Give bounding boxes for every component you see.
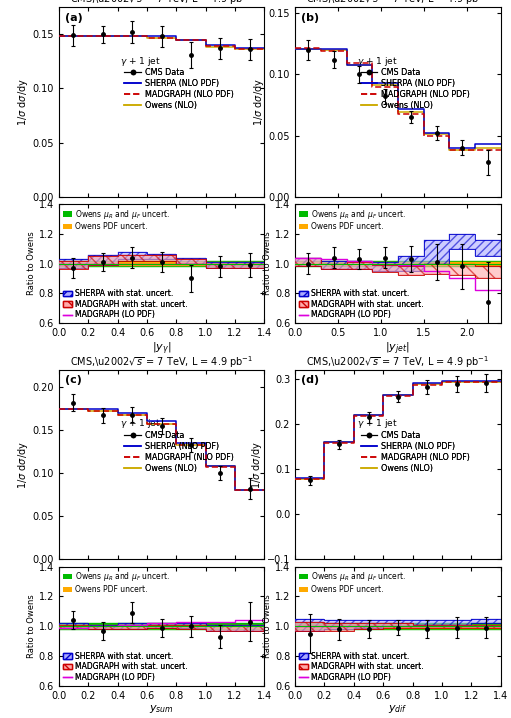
Bar	[295, 625, 501, 628]
Legend: CMS Data, SHERPA (NLO PDF), MADGRAPH (NLO PDF), Owens (NLO): CMS Data, SHERPA (NLO PDF), MADGRAPH (NL…	[361, 431, 470, 472]
Text: (a): (a)	[65, 13, 83, 23]
Legend: SHERPA with stat. uncert., MADGRAPH with stat. uncert., MADGRAPH (LO PDF): SHERPA with stat. uncert., MADGRAPH with…	[62, 289, 188, 320]
Y-axis label: Ratio to Owens: Ratio to Owens	[263, 232, 272, 295]
Legend: CMS Data, SHERPA (NLO PDF), MADGRAPH (NLO PDF), Owens (NLO): CMS Data, SHERPA (NLO PDF), MADGRAPH (NL…	[361, 68, 470, 110]
Bar	[295, 623, 501, 629]
Title: CMS,\u2002$\sqrt{s}$ = 7 TeV, L = 4.9 pb$^{-1}$: CMS,\u2002$\sqrt{s}$ = 7 TeV, L = 4.9 pb…	[70, 0, 253, 7]
Y-axis label: Ratio to Owens: Ratio to Owens	[27, 595, 36, 658]
Text: (d): (d)	[301, 376, 319, 386]
Y-axis label: Ratio to Owens: Ratio to Owens	[27, 232, 36, 295]
Text: (b): (b)	[301, 13, 319, 23]
Title: CMS,\u2002$\sqrt{s}$ = 7 TeV, L = 4.9 pb$^{-1}$: CMS,\u2002$\sqrt{s}$ = 7 TeV, L = 4.9 pb…	[70, 354, 253, 370]
Text: $\gamma$ + 1 jet: $\gamma$ + 1 jet	[357, 55, 398, 67]
Bar	[295, 262, 501, 265]
Bar	[59, 625, 265, 628]
Legend: SHERPA with stat. uncert., MADGRAPH with stat. uncert., MADGRAPH (LO PDF): SHERPA with stat. uncert., MADGRAPH with…	[299, 289, 424, 320]
Text: (c): (c)	[65, 376, 82, 386]
X-axis label: $y_{dif}$: $y_{dif}$	[388, 704, 408, 715]
X-axis label: $|y_{\gamma}|$: $|y_{\gamma}|$	[152, 341, 171, 357]
Text: $\gamma$ + 1 jet: $\gamma$ + 1 jet	[121, 55, 161, 67]
Y-axis label: 1/$\sigma$ d$\sigma$/dy: 1/$\sigma$ d$\sigma$/dy	[250, 441, 264, 488]
Bar	[59, 623, 265, 629]
Bar	[59, 262, 265, 265]
X-axis label: $y_{sum}$: $y_{sum}$	[149, 704, 174, 715]
Y-axis label: 1/$\sigma$ d$\sigma$/dy: 1/$\sigma$ d$\sigma$/dy	[252, 78, 266, 126]
Text: $\gamma$ + 1 jet: $\gamma$ + 1 jet	[121, 417, 161, 430]
Y-axis label: 1/$\sigma$ d$\sigma$/dy: 1/$\sigma$ d$\sigma$/dy	[16, 78, 30, 126]
Legend: CMS Data, SHERPA (NLO PDF), MADGRAPH (NLO PDF), Owens (NLO): CMS Data, SHERPA (NLO PDF), MADGRAPH (NL…	[125, 431, 234, 472]
Bar	[59, 261, 265, 266]
Legend: CMS Data, SHERPA (NLO PDF), MADGRAPH (NLO PDF), Owens (NLO): CMS Data, SHERPA (NLO PDF), MADGRAPH (NL…	[125, 68, 234, 110]
Y-axis label: 1/$\sigma$ d$\sigma$/dy: 1/$\sigma$ d$\sigma$/dy	[16, 441, 30, 488]
Legend: SHERPA with stat. uncert., MADGRAPH with stat. uncert., MADGRAPH (LO PDF): SHERPA with stat. uncert., MADGRAPH with…	[299, 652, 424, 682]
X-axis label: $|y_{jet}|$: $|y_{jet}|$	[385, 341, 410, 357]
Text: $\gamma$ + 1 jet: $\gamma$ + 1 jet	[357, 417, 398, 430]
Legend: SHERPA with stat. uncert., MADGRAPH with stat. uncert., MADGRAPH (LO PDF): SHERPA with stat. uncert., MADGRAPH with…	[62, 652, 188, 682]
Y-axis label: Ratio to Owens: Ratio to Owens	[263, 595, 272, 658]
Bar	[295, 261, 501, 266]
Title: CMS,\u2002$\sqrt{s}$ = 7 TeV, L = 4.9 pb$^{-1}$: CMS,\u2002$\sqrt{s}$ = 7 TeV, L = 4.9 pb…	[306, 354, 490, 370]
Title: CMS,\u2002$\sqrt{s}$ = 7 TeV, L = 4.9 pb$^{-1}$: CMS,\u2002$\sqrt{s}$ = 7 TeV, L = 4.9 pb…	[306, 0, 490, 7]
